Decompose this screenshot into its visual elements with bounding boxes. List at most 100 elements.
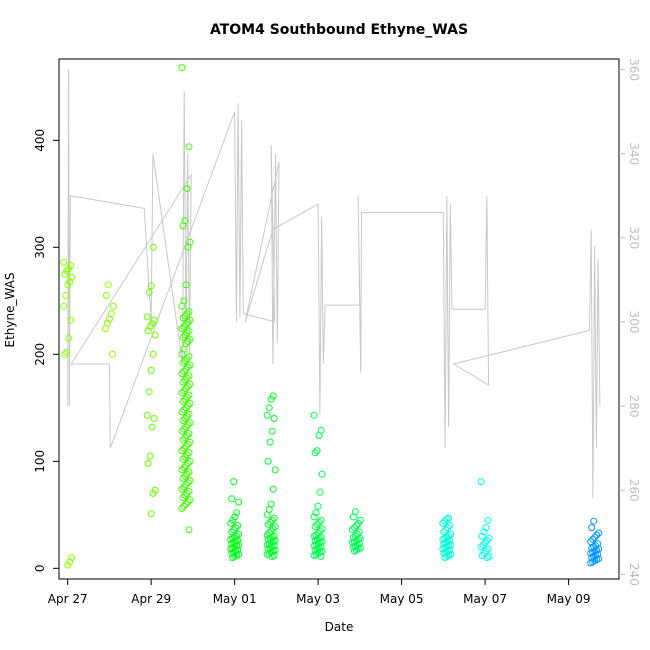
data-point <box>315 518 323 526</box>
data-point <box>181 434 189 442</box>
data-point <box>270 415 278 422</box>
data-point <box>143 313 151 321</box>
data-point <box>185 430 193 437</box>
data-point <box>227 519 235 527</box>
data-point <box>183 470 191 478</box>
line-series-layer <box>67 69 601 499</box>
data-point <box>178 350 186 358</box>
data-point <box>317 516 325 524</box>
data-point <box>185 143 193 151</box>
data-point <box>478 532 486 540</box>
data-point <box>268 553 276 560</box>
data-point <box>147 366 155 374</box>
y-axis-label: Ethyne_WAS <box>3 272 17 347</box>
data-point <box>313 520 321 528</box>
data-point <box>62 292 70 299</box>
data-point <box>350 547 358 555</box>
data-point <box>61 270 69 278</box>
data-point <box>144 459 152 467</box>
data-point <box>185 410 193 418</box>
data-point <box>180 464 188 472</box>
data-point <box>179 314 187 322</box>
data-point <box>355 528 363 536</box>
data-point <box>101 325 109 333</box>
data-point <box>312 509 320 517</box>
data-point <box>591 533 599 541</box>
left-y-axis: 0 100 200 300 400 <box>33 129 59 572</box>
data-point <box>484 545 492 553</box>
data-point <box>350 524 358 532</box>
data-point <box>230 478 238 486</box>
data-point <box>64 281 72 289</box>
data-point <box>318 470 326 478</box>
data-point <box>183 393 191 401</box>
data-point <box>439 519 447 527</box>
line-series-trace <box>67 69 601 499</box>
x-axis-label: Date <box>325 620 354 634</box>
data-point <box>184 382 192 390</box>
data-point <box>184 498 192 506</box>
data-point <box>314 502 322 510</box>
data-point <box>269 485 277 493</box>
chart-title: ATOM4 Southbound Ethyne_WAS <box>210 22 468 38</box>
data-point <box>178 302 186 310</box>
data-point <box>179 494 187 502</box>
left-tick-label: 100 <box>33 450 47 473</box>
data-point <box>235 498 243 506</box>
x-tick-label: May 03 <box>296 592 340 606</box>
data-point <box>317 553 325 560</box>
data-point <box>185 468 193 476</box>
data-point <box>149 350 157 358</box>
data-point <box>104 281 112 289</box>
data-point <box>181 376 189 384</box>
data-point <box>310 552 318 559</box>
left-tick-label: 400 <box>33 129 47 152</box>
data-point <box>181 357 189 365</box>
data-point <box>315 432 323 440</box>
data-point <box>484 516 492 524</box>
data-point <box>263 511 271 519</box>
data-point <box>63 348 71 356</box>
data-point <box>178 325 186 333</box>
data-point <box>267 395 275 403</box>
data-point <box>180 323 188 330</box>
scatter-series-layer <box>60 64 603 569</box>
data-point <box>184 479 192 487</box>
data-point <box>310 513 318 521</box>
data-point <box>186 477 194 485</box>
data-point <box>181 331 189 339</box>
data-point <box>185 308 193 315</box>
data-point <box>180 502 188 510</box>
data-point <box>593 531 601 539</box>
left-tick-label: 0 <box>33 564 47 572</box>
data-point <box>182 404 190 412</box>
x-tick-label: Apr 29 <box>131 592 171 606</box>
data-point <box>183 185 191 192</box>
data-point <box>477 543 485 551</box>
data-point <box>266 438 274 446</box>
data-point <box>271 466 279 474</box>
data-point <box>184 318 192 326</box>
data-point <box>588 524 596 532</box>
data-point <box>182 500 190 508</box>
data-point <box>109 302 117 310</box>
data-point <box>186 457 194 465</box>
x-tick-label: May 01 <box>213 592 257 606</box>
data-point <box>181 395 189 403</box>
data-point <box>178 389 186 397</box>
data-point <box>229 554 237 562</box>
data-point <box>444 524 452 532</box>
data-point <box>186 380 194 388</box>
right-tick-label: 240 <box>627 563 641 586</box>
data-point <box>182 281 190 289</box>
data-point <box>267 527 275 535</box>
data-point <box>183 355 191 363</box>
data-point <box>186 316 194 324</box>
data-point <box>270 514 278 522</box>
data-point <box>179 436 187 444</box>
data-point <box>183 412 191 420</box>
data-point <box>186 496 194 504</box>
data-point <box>483 537 491 544</box>
data-point <box>178 370 186 378</box>
x-tick-label: May 07 <box>463 592 507 606</box>
